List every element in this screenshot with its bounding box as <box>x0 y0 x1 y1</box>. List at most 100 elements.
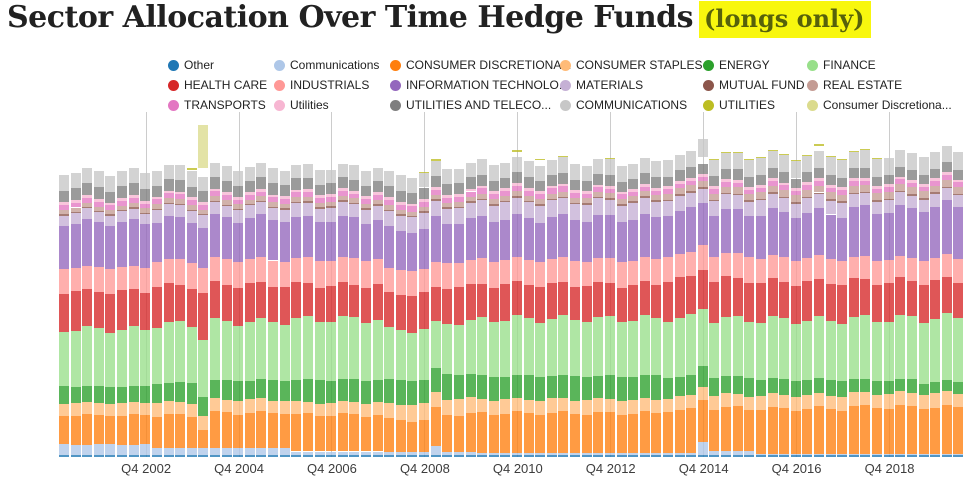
segment-real-estate[interactable] <box>140 208 151 213</box>
segment-communications[interactable] <box>930 453 941 455</box>
segment-communications[interactable] <box>697 442 708 455</box>
segment-consumer-discretiona[interactable] <box>477 412 488 454</box>
segment-mutual-fund[interactable] <box>906 194 917 196</box>
segment-materials[interactable] <box>674 195 685 211</box>
segment-consumer-staples[interactable] <box>453 399 464 416</box>
segment-mutual-fund[interactable] <box>210 200 220 203</box>
segment-health-care[interactable] <box>674 277 685 319</box>
segment-real-estate[interactable] <box>442 202 453 208</box>
segment-finance[interactable] <box>430 321 441 369</box>
segment-mutual-fund[interactable] <box>767 192 778 194</box>
segment-industrials[interactable] <box>721 253 732 277</box>
segment-information-technolo[interactable] <box>488 222 499 262</box>
segment-materials[interactable] <box>117 211 128 222</box>
segment-energy[interactable] <box>825 379 836 397</box>
segment-information-technolo[interactable] <box>581 221 592 262</box>
segment-industrials[interactable] <box>151 262 162 288</box>
segment-utilities-and-teleco[interactable] <box>895 166 906 177</box>
segment-health-care[interactable] <box>244 283 255 323</box>
segment-transports[interactable] <box>117 200 128 206</box>
segment-consumer-staples[interactable] <box>477 399 488 413</box>
segment-real-estate[interactable] <box>593 191 604 198</box>
segment-information-technolo[interactable] <box>453 224 464 264</box>
segment-mutual-fund[interactable] <box>837 201 848 203</box>
segment-consumer-staples[interactable] <box>546 398 557 413</box>
segment-consumer-discretiona[interactable] <box>651 412 662 454</box>
segment-energy[interactable] <box>349 378 360 403</box>
segment-communications[interactable] <box>82 444 93 455</box>
segment-communications[interactable] <box>883 453 894 455</box>
segment-real-estate[interactable] <box>697 181 708 188</box>
segment-utilities[interactable] <box>221 192 232 196</box>
segment-materials[interactable] <box>442 208 453 224</box>
segment-energy[interactable] <box>70 387 81 404</box>
segment-materials[interactable] <box>767 193 778 209</box>
segment-health-care[interactable] <box>82 288 93 327</box>
segment-consumer-staples[interactable] <box>767 393 778 407</box>
segment-communications[interactable] <box>256 162 267 177</box>
segment-communications[interactable] <box>384 452 395 455</box>
segment-utilities[interactable] <box>744 158 755 160</box>
segment-health-care[interactable] <box>593 281 604 317</box>
segment-transports[interactable] <box>628 191 639 197</box>
segment-real-estate[interactable] <box>210 196 220 201</box>
segment-transports[interactable] <box>895 179 906 184</box>
segment-materials[interactable] <box>407 217 418 234</box>
segment-energy[interactable] <box>523 375 534 400</box>
segment-information-technolo[interactable] <box>430 215 441 263</box>
segment-consumer-staples[interactable] <box>221 399 232 413</box>
segment-health-care[interactable] <box>337 281 348 317</box>
segment-energy[interactable] <box>314 380 325 404</box>
segment-real-estate[interactable] <box>651 195 662 201</box>
segment-information-technolo[interactable] <box>337 215 348 257</box>
segment-consumer-discretiona[interactable] <box>326 416 337 452</box>
segment-utilities-and-teleco[interactable] <box>941 162 952 173</box>
segment-utilities-and-teleco[interactable] <box>244 180 255 192</box>
segment-communications[interactable] <box>860 150 871 168</box>
segment-mutual-fund[interactable] <box>70 211 81 213</box>
segment-communications[interactable] <box>686 150 697 168</box>
segment-health-care[interactable] <box>302 283 313 316</box>
segment-utilities-and-teleco[interactable] <box>82 182 93 196</box>
segment-industrials[interactable] <box>663 257 673 282</box>
segment-finance[interactable] <box>175 321 186 383</box>
segment-consumer-staples[interactable] <box>337 400 348 414</box>
segment-consumer-staples[interactable] <box>105 403 116 417</box>
segment-communications[interactable] <box>279 170 290 186</box>
segment-information-technolo[interactable] <box>117 221 128 268</box>
segment-finance[interactable] <box>488 322 499 377</box>
segment-other[interactable] <box>477 454 488 457</box>
segment-energy[interactable] <box>895 378 906 392</box>
segment-consumer-discretiona[interactable] <box>128 413 139 445</box>
segment-communications[interactable] <box>302 451 313 455</box>
segment-materials[interactable] <box>244 205 255 218</box>
segment-real-estate[interactable] <box>883 191 894 199</box>
legend-item-finance[interactable]: FINANCE <box>807 58 970 72</box>
segment-communications[interactable] <box>906 152 917 171</box>
segment-transports[interactable] <box>535 193 546 200</box>
segment-industrials[interactable] <box>837 260 848 285</box>
segment-materials[interactable] <box>419 212 430 229</box>
segment-transports[interactable] <box>663 189 673 194</box>
segment-health-care[interactable] <box>221 285 232 321</box>
segment-mutual-fund[interactable] <box>105 214 116 216</box>
segment-finance[interactable] <box>419 329 430 381</box>
segment-information-technolo[interactable] <box>651 217 662 260</box>
segment-finance[interactable] <box>442 324 453 375</box>
segment-communications[interactable] <box>546 453 557 455</box>
segment-utilities[interactable] <box>558 183 569 187</box>
segment-communications[interactable] <box>674 452 685 455</box>
segment-communications[interactable] <box>407 452 418 455</box>
segment-industrials[interactable] <box>535 262 546 288</box>
segment-finance[interactable] <box>465 320 476 374</box>
segment-transports[interactable] <box>326 196 337 202</box>
segment-health-care[interactable] <box>767 278 778 317</box>
segment-industrials[interactable] <box>453 263 464 288</box>
segment-real-estate[interactable] <box>767 185 778 193</box>
segment-communications[interactable] <box>837 453 848 455</box>
segment-other[interactable] <box>117 454 128 457</box>
segment-energy[interactable] <box>500 376 511 400</box>
segment-finance[interactable] <box>790 324 801 381</box>
segment-consumer-staples[interactable] <box>442 399 453 416</box>
segment-transports[interactable] <box>105 205 116 211</box>
